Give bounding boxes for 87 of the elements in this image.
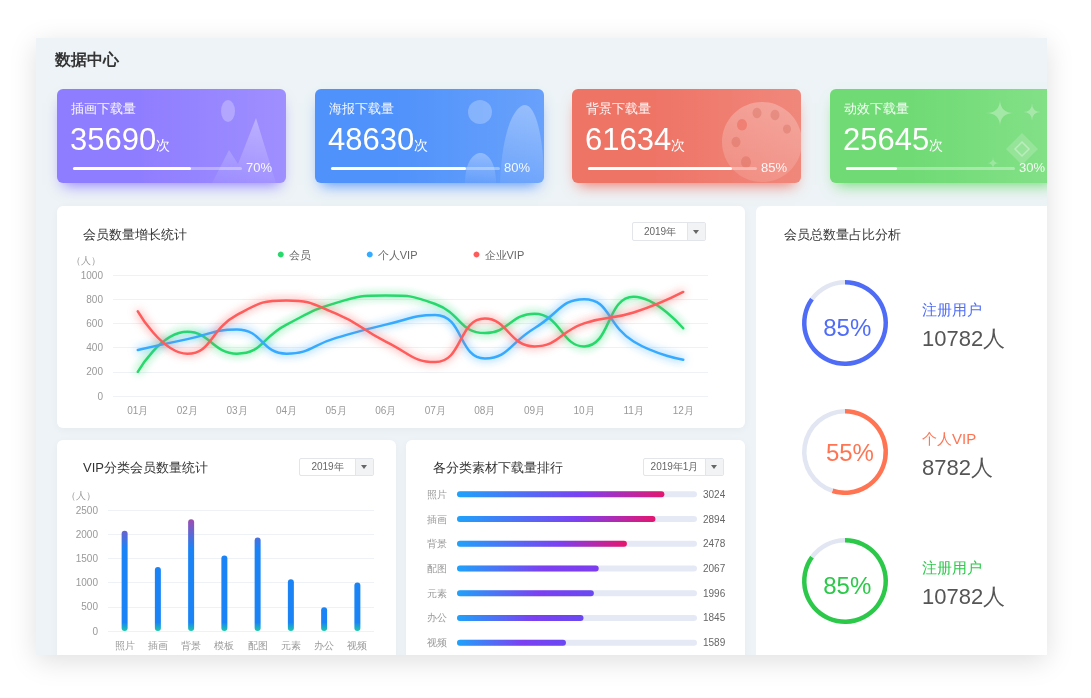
chart-title: 会员数量增长统计: [83, 227, 187, 242]
data-label: 1589: [703, 637, 726, 649]
y-tick-label: 背景: [427, 538, 447, 550]
text: 35690次: [70, 122, 171, 157]
x-tick-label: 照片: [114, 639, 135, 651]
slice-label: 注册用户: [922, 300, 982, 318]
text: 10782人: [922, 325, 1006, 351]
text: 背景下载量: [586, 100, 651, 118]
x-tick-label: 模板: [214, 639, 235, 651]
data-label: 55%: [825, 439, 874, 467]
data-label: 85%: [823, 571, 872, 599]
x-tick-label: 07月: [424, 404, 446, 416]
x-tick-label: 03月: [226, 404, 248, 416]
x-tick-label: 配图: [247, 639, 268, 651]
x-tick-label: 背景: [181, 639, 202, 651]
x-tick-label: 06月: [375, 404, 397, 416]
y-tick-label: 照片: [427, 488, 447, 500]
bar: [221, 555, 228, 631]
text: 48630次: [328, 122, 429, 157]
y-tick-label: 办公: [427, 612, 447, 624]
y-tick-label: 400: [86, 342, 104, 354]
slice-label: 注册用户: [922, 558, 982, 576]
chart-title: 各分类素材下载量排行: [433, 460, 563, 475]
text: 61634次: [585, 122, 686, 157]
y-tick-label: 0: [92, 625, 99, 637]
data-label: 1845: [703, 612, 726, 624]
x-tick-label: 10月: [573, 404, 595, 416]
x-tick-label: 12月: [672, 404, 694, 416]
data-label: 1996: [703, 587, 726, 599]
data-label: 2067: [703, 563, 726, 574]
x-tick-label: 插画: [147, 639, 168, 651]
data-label: 70%: [246, 160, 273, 176]
legend-label: 企业VIP: [484, 248, 525, 261]
data-label: 2894: [703, 513, 726, 525]
y-tick-label: 800: [86, 293, 104, 305]
y-axis-title: （人）: [66, 489, 96, 501]
y-tick-label: 1000: [75, 577, 99, 589]
bar: [154, 567, 161, 631]
text: 25645次: [843, 122, 944, 157]
bar: [121, 530, 128, 631]
y-tick-label: 0: [97, 390, 104, 402]
bar: [188, 519, 195, 631]
x-tick-label: 04月: [275, 404, 298, 416]
x-tick-label: 02月: [176, 404, 198, 416]
x-tick-label: 视频: [347, 639, 368, 651]
y-tick-label: 1000: [80, 269, 104, 281]
x-tick-label: 05月: [325, 404, 347, 416]
y-tick-label: 配图: [427, 563, 447, 574]
dropdown: 2019年1月: [643, 458, 724, 476]
y-tick-label: 插画: [427, 513, 447, 525]
data-label: 80%: [504, 160, 531, 176]
text: 插画下载量: [71, 100, 136, 118]
y-tick-label: 600: [86, 317, 104, 329]
y-tick-label: 1500: [75, 552, 99, 564]
y-tick-label: 2000: [75, 528, 99, 540]
legend-label: 个人VIP: [377, 248, 418, 261]
x-tick-label: 办公: [314, 639, 335, 651]
x-tick-label: 元素: [280, 639, 301, 651]
y-axis-title: （人）: [71, 254, 101, 266]
text: 海报下载量: [329, 100, 394, 118]
chart-title: VIP分类会员数量统计: [83, 460, 208, 475]
dropdown: 2019年: [299, 458, 374, 476]
data-label: 85%: [823, 313, 872, 341]
x-tick-label: 08月: [474, 404, 496, 416]
bar: [254, 537, 261, 631]
y-tick-label: 元素: [427, 587, 447, 599]
line-series: [136, 294, 685, 374]
y-tick-label: 2500: [75, 504, 99, 516]
dropdown: 2019年: [632, 222, 706, 241]
text: 8782人: [922, 454, 993, 480]
x-tick-label: 01月: [127, 404, 149, 416]
text: 10782人: [922, 583, 1006, 609]
data-label: 2478: [703, 538, 726, 550]
data-label: 30%: [1019, 160, 1046, 176]
text: 数据中心: [55, 50, 119, 70]
x-tick-label: 09月: [523, 404, 546, 416]
bar: [354, 582, 361, 631]
data-label: 85%: [761, 160, 788, 176]
legend-label: 会员: [288, 248, 311, 261]
chart-title: 会员总数量占比分析: [784, 227, 901, 242]
bar: [287, 579, 294, 631]
y-tick-label: 200: [86, 366, 104, 378]
text: 动效下载量: [844, 100, 909, 118]
x-tick-label: 11月: [623, 404, 644, 416]
y-tick-label: 500: [81, 601, 99, 613]
data-label: 3024: [703, 488, 726, 500]
slice-label: 个人VIP: [922, 429, 977, 447]
